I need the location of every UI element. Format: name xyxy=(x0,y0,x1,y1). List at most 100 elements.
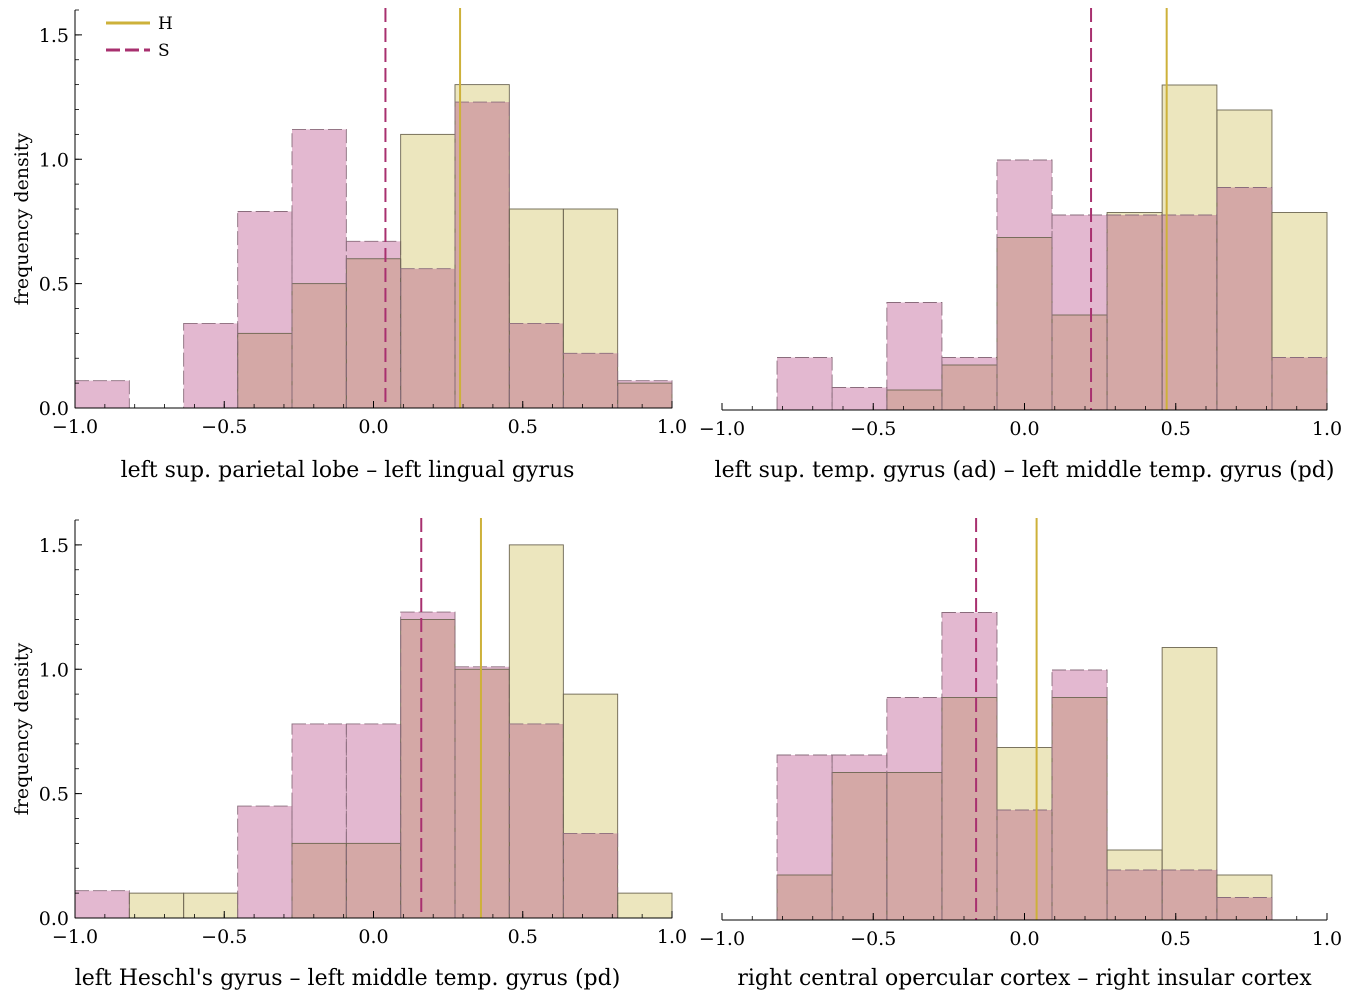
bar-h-7 xyxy=(1162,85,1217,215)
x-tick-label: 0.0 xyxy=(1009,418,1039,440)
x-tick-label: 0.5 xyxy=(1161,928,1191,950)
x-tick-label: −0.5 xyxy=(850,418,896,440)
x-tick-label: −1.0 xyxy=(52,926,98,948)
x-tick-label: 0.5 xyxy=(508,926,538,948)
x-tick-label: −1.0 xyxy=(699,418,745,440)
x-tick-label: 0.5 xyxy=(508,416,538,438)
bar-h-2 xyxy=(183,893,238,918)
bar-h-8 xyxy=(1216,875,1272,898)
x-tick-label: 1.0 xyxy=(1312,418,1342,440)
bar-overlap-10 xyxy=(617,383,672,408)
bar-overlap-9 xyxy=(1271,357,1327,410)
bar-s-0 xyxy=(777,357,833,410)
bar-overlap-6 xyxy=(400,619,455,918)
bar-h-4 xyxy=(996,747,1053,810)
y-axis-label: frequency density xyxy=(11,642,33,815)
bar-overlap-5 xyxy=(346,258,401,408)
y-tick-label: 1.0 xyxy=(39,149,69,171)
bar-s-0 xyxy=(777,755,833,875)
bar-s-4 xyxy=(996,160,1053,238)
bar-overlap-7 xyxy=(454,669,510,918)
y-tick-label: 0.0 xyxy=(39,398,69,420)
bar-overlap-3 xyxy=(941,365,997,410)
y-tick-label: 0.5 xyxy=(39,274,69,296)
bar-h-8 xyxy=(509,209,564,324)
x-tick-label: −0.5 xyxy=(201,926,247,948)
bar-overlap-7 xyxy=(454,102,510,408)
legend-label-s: S xyxy=(158,41,170,61)
x-tick-label: 0.0 xyxy=(358,926,388,948)
x-tick-label: 0.0 xyxy=(1009,928,1039,950)
bar-h-9 xyxy=(1271,212,1327,358)
chart-panel-3: −1.0 −0.5 0.0 0.5 1.0 0.0 0.5 1.0 1.5 frequency d… xyxy=(11,518,687,991)
bar-s-4 xyxy=(292,129,347,284)
y-tick-label: 1.0 xyxy=(39,659,69,681)
y-tick-label: 1.5 xyxy=(39,25,69,47)
x-axis-label: right central opercular cortex – right i… xyxy=(737,966,1312,991)
bar-h-6 xyxy=(400,134,455,269)
bar-h-9 xyxy=(563,209,618,354)
bar-s-0 xyxy=(75,380,130,408)
bar-overlap-5 xyxy=(1052,315,1108,410)
bar-h-6 xyxy=(1107,212,1163,215)
bar-overlap-6 xyxy=(400,268,455,408)
bar-overlap-0 xyxy=(777,875,833,920)
bar-s-5 xyxy=(346,241,401,259)
bar-overlap-8 xyxy=(1216,897,1272,920)
bar-h-9 xyxy=(563,694,618,834)
bar-s-2 xyxy=(183,323,238,408)
bar-overlap-7 xyxy=(1162,215,1217,410)
bar-outline-s-8 xyxy=(1216,897,1273,921)
bar-h-10 xyxy=(617,893,672,918)
bar-s-5 xyxy=(346,723,401,844)
bar-overlap-3 xyxy=(237,333,293,408)
bar-s-3 xyxy=(941,357,997,365)
x-tick-label: 1.0 xyxy=(1312,928,1342,950)
bar-h-6 xyxy=(1107,850,1163,870)
bar-overlap-5 xyxy=(346,843,401,918)
bar-s-10 xyxy=(617,380,672,384)
legend: HS xyxy=(106,14,173,61)
x-tick-label: 1.0 xyxy=(657,926,687,948)
bar-h-1 xyxy=(129,893,184,918)
bar-overlap-2 xyxy=(886,390,942,410)
bar-s-3 xyxy=(237,211,293,334)
x-tick-label: −0.5 xyxy=(201,416,247,438)
bar-h-7 xyxy=(454,84,510,103)
bar-s-7 xyxy=(454,666,510,670)
bar-s-2 xyxy=(886,697,942,773)
bar-overlap-3 xyxy=(941,697,997,920)
bar-s-1 xyxy=(832,387,887,410)
bar-s-2 xyxy=(886,302,942,390)
chart-panel-1: −1.0 −0.5 0.0 0.5 1.0 0.0 0.5 1.0 1.5 frequency d… xyxy=(11,8,687,483)
bar-s-5 xyxy=(1052,670,1108,698)
x-tick-label: −1.0 xyxy=(699,928,745,950)
y-tick-label: 1.5 xyxy=(39,535,69,557)
bar-overlap-4 xyxy=(292,843,347,918)
x-tick-label: 0.0 xyxy=(358,416,388,438)
chart-panel-2: −1.0 −0.5 0.0 0.5 1.0 left sup. temp. gyrus (… xyxy=(699,8,1342,483)
bar-overlap-6 xyxy=(1107,215,1163,410)
bar-overlap-4 xyxy=(996,237,1053,410)
bar-overlap-1 xyxy=(832,772,887,920)
bar-s-6 xyxy=(400,612,455,620)
bar-overlap-4 xyxy=(996,810,1053,920)
bar-s-5 xyxy=(1052,215,1108,315)
bar-s-4 xyxy=(292,723,347,844)
x-tick-label: −1.0 xyxy=(52,416,98,438)
bar-s-1 xyxy=(832,755,887,773)
y-tick-label: 0.0 xyxy=(39,908,69,930)
bar-overlap-8 xyxy=(1216,187,1272,410)
bar-overlap-9 xyxy=(563,353,618,408)
bar-overlap-5 xyxy=(1052,697,1108,920)
bar-overlap-8 xyxy=(509,723,564,918)
x-tick-label: −0.5 xyxy=(850,928,896,950)
bar-s-0 xyxy=(75,890,130,918)
x-axis-label: left sup. temp. gyrus (ad) – left middle… xyxy=(715,458,1335,483)
bar-overlap-9 xyxy=(563,833,618,918)
x-axis-label: left sup. parietal lobe – left lingual g… xyxy=(121,458,575,483)
x-axis-label: left Heschl's gyrus – left middle temp. … xyxy=(75,966,621,991)
bar-s-3 xyxy=(941,612,997,698)
